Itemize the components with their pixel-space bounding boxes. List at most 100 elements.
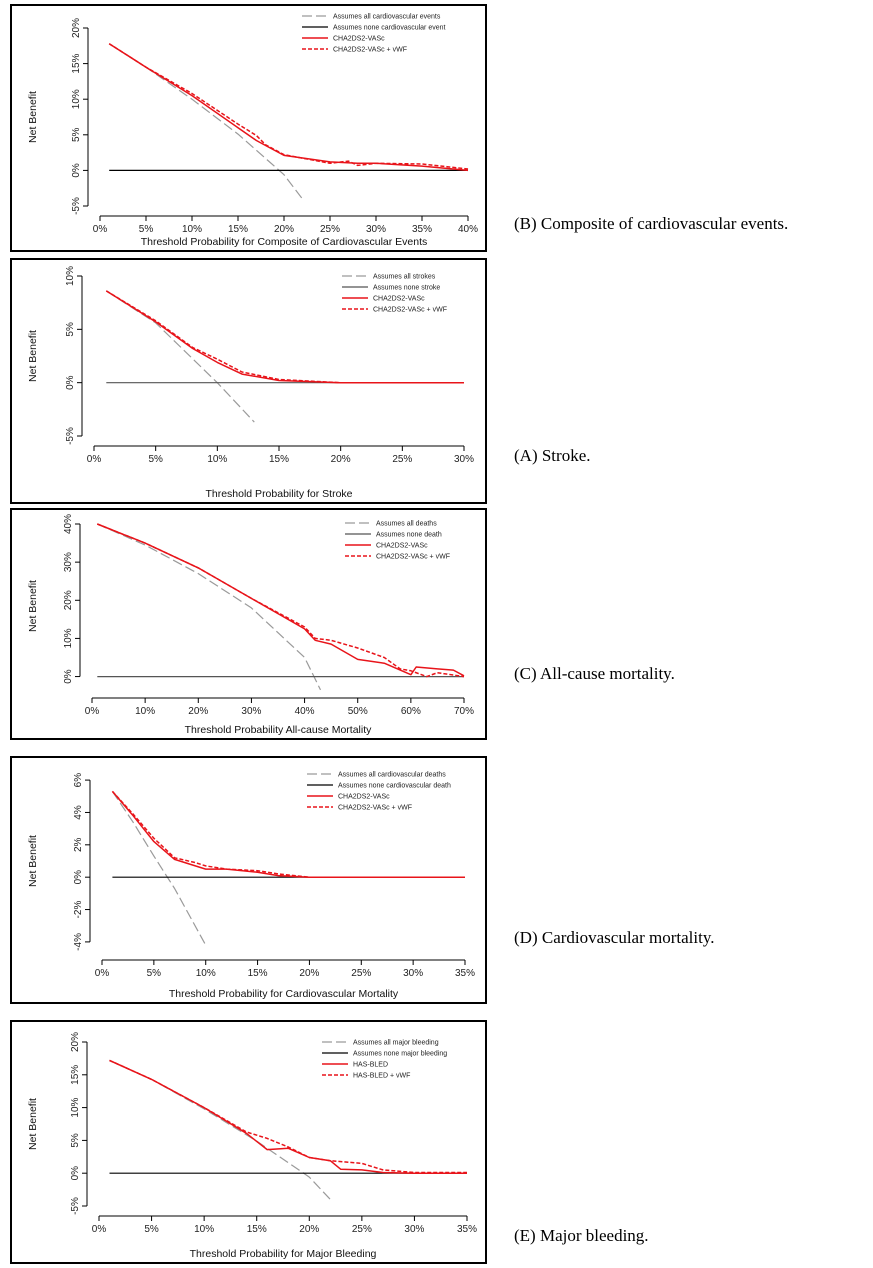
- chart-svg: 0% 5% 10% 15% 20% 25% 30% 35% -5% 0% 5% 10% 15% 20% Th…: [27, 1032, 477, 1260]
- legend-label: HAS-BLED + vWF: [353, 1073, 410, 1080]
- series-line-2: [105, 290, 464, 384]
- x-tick-label: 25%: [352, 1224, 372, 1235]
- x-tick-label: 20%: [331, 454, 351, 465]
- legend-label: Assumes all cardiovascular deaths: [338, 772, 446, 779]
- x-tick-label: 30%: [454, 454, 474, 465]
- x-tick-label: 5%: [139, 224, 154, 235]
- series-line-0: [105, 290, 255, 423]
- y-tick-label: 10%: [63, 628, 74, 648]
- x-tick-label: 25%: [351, 968, 371, 979]
- legend-label: CHA2DS2-VASc: [373, 296, 425, 303]
- x-axis-label: Threshold Probability for Cardiovascular…: [169, 988, 399, 1000]
- series-line-3: [105, 290, 464, 384]
- legend-label: Assumes all deaths: [376, 521, 437, 528]
- y-tick-label: 20%: [70, 1032, 81, 1052]
- y-tick-label: -5%: [65, 427, 76, 445]
- chart-panel-a: 0% 5% 10% 15% 20% 25% 30% -5% 0% 5% 10% Threshold P…: [10, 258, 487, 504]
- x-tick-label: 25%: [392, 454, 412, 465]
- legend-label: CHA2DS2-VASc: [338, 794, 390, 801]
- legend-label: Assumes none cardiovascular death: [338, 783, 451, 790]
- legend-label: Assumes none death: [376, 532, 442, 539]
- y-tick-label: 5%: [70, 1133, 81, 1148]
- series-line-2: [109, 1059, 467, 1174]
- x-tick-label: 15%: [247, 1224, 267, 1235]
- legend-label: HAS-BLED: [353, 1062, 388, 1069]
- y-axis-label: Net Benefit: [27, 91, 39, 143]
- chart-svg: 0% 5% 10% 15% 20% 25% 30% -5% 0% 5% 10% Threshold P…: [27, 266, 474, 500]
- x-tick-label: 10%: [182, 224, 202, 235]
- x-axis-label: Threshold Probability All-cause Mortalit…: [185, 724, 372, 736]
- x-tick-label: 20%: [299, 968, 319, 979]
- panel-caption-b: (B) Composite of cardiovascular events.: [514, 214, 789, 233]
- panel-caption-c: (C) All-cause mortality.: [514, 664, 675, 683]
- x-tick-label: 35%: [457, 1224, 477, 1235]
- y-tick-label: 4%: [73, 805, 84, 820]
- x-tick-label: 30%: [241, 706, 261, 717]
- series-line-0: [97, 523, 322, 691]
- y-tick-label: 5%: [65, 322, 76, 337]
- y-axis-label: Net Benefit: [27, 1098, 39, 1150]
- legend-label: Assumes none cardiovascular event: [333, 25, 446, 32]
- y-tick-label: 0%: [65, 375, 76, 390]
- panel-caption-a: (A) Stroke.: [514, 446, 591, 465]
- x-tick-label: 70%: [454, 706, 474, 717]
- y-tick-label: 20%: [71, 18, 82, 38]
- chart-svg: 0% 5% 10% 15% 20% 25% 30% 35% 40% -5% 0% 5% 10% 15% 20…: [27, 14, 478, 249]
- x-tick-label: 5%: [147, 968, 162, 979]
- legend-label: CHA2DS2-VASc: [376, 543, 428, 550]
- series-line-3: [108, 43, 469, 170]
- x-tick-label: 20%: [299, 1224, 319, 1235]
- chart-panel-d: 0% 5% 10% 15% 20% 25% 30% 35% -4% -2% 0% 2% 4% 6% Thre…: [10, 756, 487, 1004]
- x-tick-label: 30%: [403, 968, 423, 979]
- x-axis-label: Threshold Probability for Composite of C…: [141, 236, 428, 248]
- y-tick-label: 6%: [73, 773, 84, 788]
- legend-label: Assumes none stroke: [373, 285, 440, 292]
- panel-caption-d: (D) Cardiovascular mortality.: [514, 928, 715, 947]
- y-tick-label: 5%: [71, 127, 82, 142]
- x-tick-label: 10%: [196, 968, 216, 979]
- x-tick-label: 60%: [401, 706, 421, 717]
- series-line-3: [97, 523, 465, 678]
- y-tick-label: 15%: [70, 1065, 81, 1085]
- x-tick-label: 30%: [366, 224, 386, 235]
- series-line-3: [109, 1059, 467, 1174]
- y-tick-label: 20%: [63, 590, 74, 610]
- x-tick-label: 0%: [92, 1224, 107, 1235]
- y-tick-label: 10%: [65, 266, 76, 286]
- series-line-2: [111, 790, 465, 878]
- x-axis-label: Threshold Probability for Major Bleeding: [190, 1248, 377, 1260]
- legend-label: Assumes none major bleeding: [353, 1051, 447, 1058]
- x-tick-label: 5%: [144, 1224, 159, 1235]
- y-tick-label: 10%: [70, 1097, 81, 1117]
- x-tick-label: 40%: [458, 224, 478, 235]
- x-tick-label: 25%: [320, 224, 340, 235]
- y-axis-label: Net Benefit: [27, 330, 39, 382]
- y-tick-label: 0%: [70, 1166, 81, 1181]
- x-tick-label: 40%: [295, 706, 315, 717]
- y-tick-label: 0%: [63, 669, 74, 684]
- panel-caption-e: (E) Major bleeding.: [514, 1226, 649, 1245]
- x-tick-label: 15%: [269, 454, 289, 465]
- y-tick-label: -2%: [73, 901, 84, 919]
- legend-label: Assumes all major bleeding: [353, 1040, 439, 1047]
- x-tick-label: 0%: [87, 454, 102, 465]
- legend-label: Assumes all cardiovascular events: [333, 14, 441, 21]
- x-tick-label: 50%: [348, 706, 368, 717]
- y-axis-label: Net Benefit: [27, 580, 39, 632]
- y-tick-label: -5%: [70, 1197, 81, 1215]
- chart-panel-e: 0% 5% 10% 15% 20% 25% 30% 35% -5% 0% 5% 10% 15% 20% Th…: [10, 1020, 487, 1264]
- y-tick-label: 10%: [71, 89, 82, 109]
- series-line-0: [108, 43, 303, 200]
- x-tick-label: 35%: [412, 224, 432, 235]
- x-tick-label: 10%: [135, 706, 155, 717]
- x-tick-label: 10%: [207, 454, 227, 465]
- y-tick-label: -4%: [73, 933, 84, 951]
- series-line-0: [109, 1059, 331, 1200]
- x-tick-label: 10%: [194, 1224, 214, 1235]
- y-tick-label: 0%: [71, 163, 82, 178]
- x-axis-label: Threshold Probability for Stroke: [205, 488, 352, 500]
- x-tick-label: 20%: [274, 224, 294, 235]
- legend-label: Assumes all strokes: [373, 274, 436, 281]
- x-tick-label: 0%: [85, 706, 100, 717]
- x-tick-label: 0%: [93, 224, 108, 235]
